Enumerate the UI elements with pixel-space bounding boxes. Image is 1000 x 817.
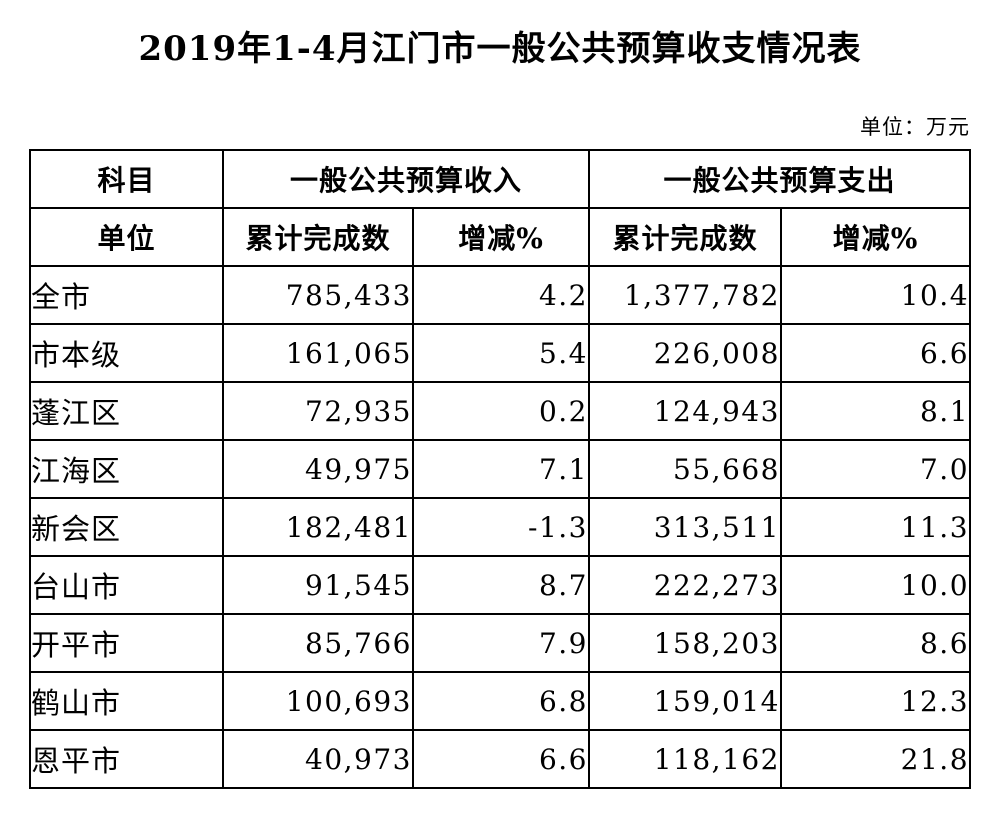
income-change-cell: 6.6: [411, 729, 591, 790]
region-cell: 恩平市: [28, 729, 224, 790]
expense-change-cell: 11.3: [779, 497, 972, 558]
budget-table: 科目 一般公共预算收入 一般公共预算支出 单位 累计完成数 增减% 累计完成数 …: [28, 149, 972, 790]
table-row: 蓬江区 72,935 0.2 124,943 8.1: [28, 381, 972, 442]
income-total-cell: 72,935: [221, 381, 414, 442]
income-change-cell: -1.3: [411, 497, 591, 558]
page-title: 2019年1-4月江门市一般公共预算收支情况表: [138, 29, 862, 69]
header-subject: 科目: [28, 149, 224, 210]
income-change-cell: 5.4: [411, 323, 591, 384]
table-row: 新会区 182,481 -1.3 313,511 11.3: [28, 497, 972, 558]
table-row: 恩平市 40,973 6.6 118,162 21.8: [28, 729, 972, 790]
expense-change-cell: 6.6: [779, 323, 972, 384]
region-cell: 鹤山市: [28, 671, 224, 732]
unit-note: 单位：万元: [860, 115, 970, 140]
header-income-group: 一般公共预算收入: [221, 149, 591, 210]
table-row: 全市 785,433 4.2 1,377,782 10.4: [28, 265, 972, 326]
expense-total-cell: 124,943: [588, 381, 782, 442]
header-income-change: 增减%: [411, 207, 591, 268]
header-expense-change: 增减%: [779, 207, 972, 268]
header-unit: 单位: [28, 207, 224, 268]
expense-total-cell: 313,511: [588, 497, 782, 558]
region-cell: 市本级: [28, 323, 224, 384]
header-row-subcolumns: 单位 累计完成数 增减% 累计完成数 增减%: [28, 207, 972, 268]
income-total-cell: 91,545: [221, 555, 414, 616]
expense-change-cell: 21.8: [779, 729, 972, 790]
expense-total-cell: 118,162: [588, 729, 782, 790]
region-cell: 新会区: [28, 497, 224, 558]
income-total-cell: 40,973: [221, 729, 414, 790]
expense-total-cell: 159,014: [588, 671, 782, 732]
table-row: 台山市 91,545 8.7 222,273 10.0: [28, 555, 972, 616]
income-change-cell: 8.7: [411, 555, 591, 616]
expense-change-cell: 7.0: [779, 439, 972, 500]
expense-change-cell: 12.3: [779, 671, 972, 732]
expense-total-cell: 222,273: [588, 555, 782, 616]
header-income-cumulative: 累计完成数: [221, 207, 414, 268]
region-cell: 蓬江区: [28, 381, 224, 442]
header-expense-cumulative: 累计完成数: [588, 207, 782, 268]
expense-total-cell: 1,377,782: [588, 265, 782, 326]
expense-total-cell: 55,668: [588, 439, 782, 500]
income-total-cell: 100,693: [221, 671, 414, 732]
expense-change-cell: 10.4: [779, 265, 972, 326]
table-row: 开平市 85,766 7.9 158,203 8.6: [28, 613, 972, 674]
income-total-cell: 785,433: [221, 265, 414, 326]
header-row-groups: 科目 一般公共预算收入 一般公共预算支出: [28, 149, 972, 210]
expense-change-cell: 10.0: [779, 555, 972, 616]
income-change-cell: 7.1: [411, 439, 591, 500]
table-row: 江海区 49,975 7.1 55,668 7.0: [28, 439, 972, 500]
expense-total-cell: 158,203: [588, 613, 782, 674]
income-change-cell: 7.9: [411, 613, 591, 674]
income-total-cell: 161,065: [221, 323, 414, 384]
region-cell: 全市: [28, 265, 224, 326]
expense-total-cell: 226,008: [588, 323, 782, 384]
region-cell: 江海区: [28, 439, 224, 500]
income-change-cell: 6.8: [411, 671, 591, 732]
region-cell: 台山市: [28, 555, 224, 616]
expense-change-cell: 8.1: [779, 381, 972, 442]
income-total-cell: 49,975: [221, 439, 414, 500]
income-change-cell: 0.2: [411, 381, 591, 442]
region-cell: 开平市: [28, 613, 224, 674]
header-expense-group: 一般公共预算支出: [587, 149, 972, 210]
expense-change-cell: 8.6: [779, 613, 972, 674]
income-total-cell: 182,481: [221, 497, 414, 558]
income-total-cell: 85,766: [221, 613, 414, 674]
table-row: 市本级 161,065 5.4 226,008 6.6: [28, 323, 972, 384]
income-change-cell: 4.2: [411, 265, 591, 326]
table-row: 鹤山市 100,693 6.8 159,014 12.3: [28, 671, 972, 732]
